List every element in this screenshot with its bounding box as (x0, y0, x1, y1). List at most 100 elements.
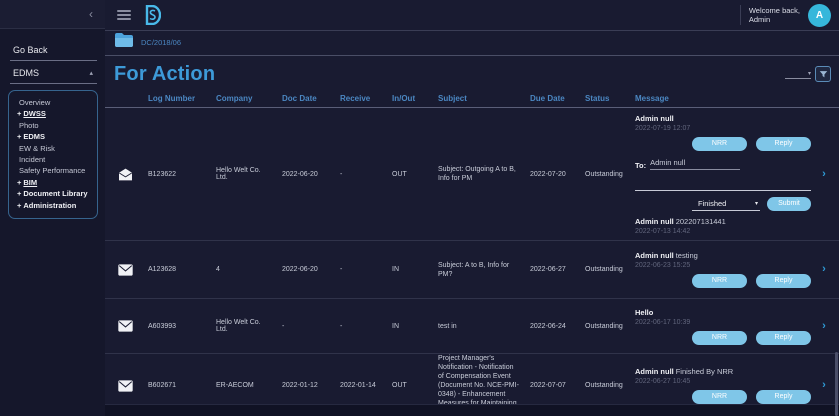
submit-button[interactable]: Submit (767, 196, 811, 211)
cell-in-out: IN (392, 322, 399, 330)
mail-closed-icon[interactable] (112, 263, 148, 276)
cell-receive: - (340, 266, 343, 273)
message-author: Admin null (635, 113, 674, 123)
chevron-up-icon: ▴ (89, 70, 93, 77)
table-row: B602671 ER-AECOM 2022-01-12 2022-01-14 O… (105, 354, 839, 416)
cell-due-date: 2022-06-27 (530, 266, 566, 273)
message-text: Finished By NRR (675, 367, 734, 376)
sidebar-item-overview[interactable]: Overview (19, 98, 51, 107)
message-timestamp: 2022-07-19 12:07 (635, 124, 691, 132)
scrollbar[interactable] (835, 352, 838, 416)
followup-text: 202207131441 (675, 216, 726, 226)
nrr-button[interactable]: NRR (692, 136, 747, 151)
status-badge: Outstanding (585, 266, 623, 273)
finish-status-select[interactable]: Finished ▾ (692, 199, 760, 211)
table-row: B123622 Hello Welt Co. Ltd. 2022-06-20 -… (105, 108, 839, 241)
avatar[interactable]: A (808, 3, 831, 27)
to-label: To: (635, 160, 647, 170)
message-timestamp: 2022-06-23 15:25 (635, 262, 691, 269)
expand-row-icon[interactable]: › (822, 167, 826, 180)
cell-in-out: OUT (392, 170, 407, 178)
menu-icon[interactable] (117, 10, 131, 20)
cell-doc-date: - (282, 322, 285, 330)
cell-doc-date: 2022-01-12 (282, 382, 318, 389)
welcome-text: Welcome back, Admin (748, 6, 800, 24)
message-timestamp: 2022-06-27 10:45 (635, 378, 691, 385)
expand-row-icon[interactable]: › (822, 319, 826, 332)
sidebar-header: ‹ (0, 0, 105, 29)
status-badge: Outstanding (585, 322, 623, 330)
sidebar-item-photo[interactable]: Photo (19, 120, 39, 130)
col-subject: Subject (438, 94, 467, 103)
cell-company: Hello Welt Co. Ltd. (216, 167, 261, 181)
edms-section-label: EDMS (13, 68, 40, 78)
folder-icon (115, 32, 133, 52)
sidebar-item-incident[interactable]: Incident (19, 155, 46, 165)
page-title: For Action (114, 62, 216, 85)
filter-dropdown[interactable]: ▾ (785, 70, 811, 79)
reply-button[interactable]: Reply (756, 330, 811, 345)
cell-doc-date: 2022-06-20 (282, 170, 318, 178)
top-bar: Welcome back, Admin A (105, 0, 839, 31)
message-cell: Admin null testing 2022-06-23 15:25 NRR … (635, 251, 815, 288)
sidebar-item-ew-risk[interactable]: EW & Risk (19, 143, 55, 153)
sidebar-item-dwss[interactable]: + DWSS (17, 109, 46, 119)
cell-log-number: B123622 (148, 170, 177, 178)
sidebar-item-administration[interactable]: + Administration (17, 200, 77, 210)
col-receive: Receive (340, 94, 371, 103)
edms-section-toggle[interactable]: EDMS ▴ (10, 68, 97, 84)
sidebar-item-edms[interactable]: + EDMS (17, 132, 46, 142)
followup-timestamp: 2022-07-13 14:42 (635, 227, 691, 235)
col-due-date: Due Date (530, 94, 565, 103)
reply-button[interactable]: Reply (756, 136, 811, 151)
to-field[interactable]: Admin null (650, 158, 741, 170)
message-cell: Hello 2022-06-17 10:39 NRR Reply (635, 308, 815, 345)
sidebar-item-safety-performance[interactable]: Safety Performance (19, 166, 86, 176)
nrr-button[interactable]: NRR (692, 330, 747, 345)
cell-company: 4 (216, 266, 220, 273)
cell-receive: - (340, 170, 343, 178)
go-back-button[interactable]: Go Back (10, 45, 97, 61)
breadcrumb[interactable]: DC/2018/06 (141, 37, 182, 47)
followup-author: Admin null (635, 216, 674, 226)
finish-status-value: Finished (698, 198, 727, 208)
message-author: Admin null (635, 367, 674, 376)
title-bar: For Action ▾ (105, 56, 839, 90)
cell-in-out: IN (392, 266, 399, 273)
app-logo-icon (145, 5, 161, 25)
status-badge: Outstanding (585, 382, 623, 389)
expand-row-icon[interactable]: › (822, 379, 826, 391)
message-author: Hello (635, 307, 654, 317)
mail-closed-icon[interactable] (112, 320, 148, 332)
col-doc-date: Doc Date (282, 94, 317, 103)
cell-receive: - (340, 322, 343, 330)
sidebar: ‹ Go Back EDMS ▴ Overview + DWSS Photo + E… (0, 0, 105, 416)
cell-company: Hello Welt Co. Ltd. (216, 319, 261, 333)
filter-button[interactable] (815, 66, 831, 82)
chevron-down-icon: ▾ (754, 200, 758, 207)
table-header: Log Number Company Doc Date Receive In/O… (105, 90, 839, 108)
breadcrumb-bar: DC/2018/06 (105, 31, 839, 56)
expand-row-icon[interactable]: › (822, 263, 826, 275)
sidebar-item-document-library[interactable]: + Document Library (17, 189, 88, 199)
cell-log-number: A603993 (148, 322, 177, 330)
cell-log-number: B602671 (148, 382, 177, 389)
table-row: A123628 4 2022-06-20 - IN Subject: A to … (105, 241, 839, 299)
reply-button[interactable]: Reply (756, 390, 811, 404)
mail-open-icon[interactable] (112, 168, 148, 181)
reply-button[interactable]: Reply (756, 274, 811, 288)
collapse-sidebar-icon[interactable]: ‹ (89, 7, 93, 21)
col-log-number: Log Number (148, 94, 196, 103)
col-status: Status (585, 94, 610, 103)
nrr-button[interactable]: NRR (692, 274, 747, 288)
col-company: Company (216, 94, 253, 103)
chevron-down-icon: ▾ (807, 70, 811, 77)
cell-in-out: OUT (392, 382, 407, 389)
cell-receive: 2022-01-14 (340, 382, 376, 389)
message-author: Admin null (635, 251, 674, 260)
mail-closed-icon[interactable] (112, 379, 148, 392)
sidebar-item-bim[interactable]: + BIM (17, 177, 38, 187)
status-badge: Outstanding (585, 170, 623, 178)
nrr-button[interactable]: NRR (692, 390, 747, 404)
header-divider (739, 5, 741, 25)
